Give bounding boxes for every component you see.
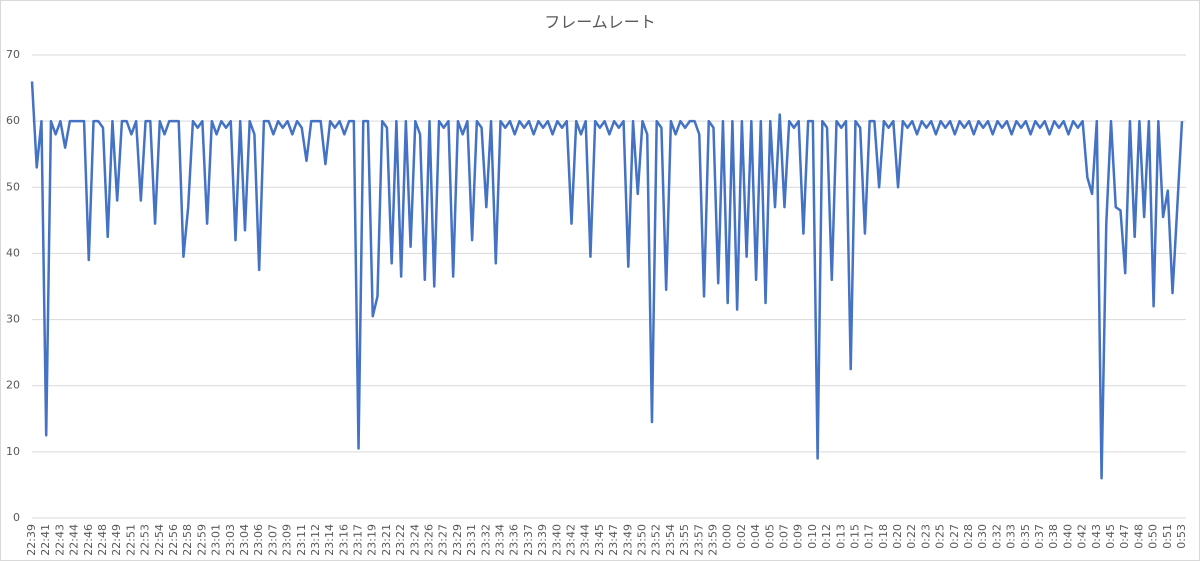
x-tick-label: 0:02 <box>735 524 748 549</box>
x-tick-label: 23:17 <box>352 524 365 556</box>
x-tick-label: 23:37 <box>522 524 535 556</box>
x-tick-label: 22:43 <box>53 524 66 556</box>
x-tick-label: 23:59 <box>706 524 719 556</box>
x-tick-label: 23:09 <box>281 524 294 556</box>
x-tick-label: 23:16 <box>337 524 350 556</box>
x-tick-label: 22:41 <box>39 524 52 556</box>
x-tick-label: 23:11 <box>295 524 308 556</box>
x-tick-label: 22:48 <box>96 524 109 556</box>
x-tick-label: 23:27 <box>437 524 450 556</box>
x-tick-label: 0:27 <box>948 524 961 549</box>
x-tick-label: 23:47 <box>607 524 620 556</box>
x-tick-label: 0:32 <box>990 524 1003 549</box>
x-tick-label: 22:46 <box>82 524 95 556</box>
y-tick-label: 20 <box>6 379 20 392</box>
x-tick-label: 0:35 <box>1019 524 1032 549</box>
y-tick-label: 30 <box>6 313 20 326</box>
x-tick-label: 0:45 <box>1104 524 1117 549</box>
x-tick-label: 23:50 <box>635 524 648 556</box>
x-tick-label: 0:30 <box>976 524 989 549</box>
x-tick-label: 23:19 <box>366 524 379 556</box>
x-tick-label: 22:58 <box>181 524 194 556</box>
x-tick-label: 23:21 <box>380 524 393 556</box>
x-tick-label: 0:09 <box>792 524 805 549</box>
x-tick-label: 22:51 <box>124 524 137 556</box>
x-tick-label: 0:20 <box>891 524 904 549</box>
x-tick-label: 0:37 <box>1033 524 1046 549</box>
x-tick-label: 23:01 <box>210 524 223 556</box>
x-tick-label: 0:07 <box>777 524 790 549</box>
x-tick-label: 0:05 <box>763 524 776 549</box>
x-tick-label: 23:31 <box>465 524 478 556</box>
x-tick-label: 0:51 <box>1161 524 1174 549</box>
x-tick-label: 23:44 <box>579 524 592 556</box>
x-tick-label: 23:26 <box>423 524 436 556</box>
x-tick-label: 0:28 <box>962 524 975 549</box>
x-tick-label: 22:49 <box>110 524 123 556</box>
x-tick-label: 0:12 <box>820 524 833 549</box>
x-tick-label: 23:45 <box>593 524 606 556</box>
x-tick-label: 0:50 <box>1147 524 1160 549</box>
x-tick-label: 0:23 <box>919 524 932 549</box>
x-tick-label: 22:59 <box>195 524 208 556</box>
x-tick-label: 23:32 <box>479 524 492 556</box>
x-tick-label: 23:55 <box>678 524 691 556</box>
x-tick-label: 23:52 <box>650 524 663 556</box>
x-tick-label: 0:15 <box>848 524 861 549</box>
x-tick-label: 0:25 <box>934 524 947 549</box>
x-tick-label: 0:17 <box>863 524 876 549</box>
y-tick-label: 70 <box>6 48 20 61</box>
x-tick-label: 0:18 <box>877 524 890 549</box>
x-tick-label: 22:39 <box>25 524 38 556</box>
y-tick-label: 50 <box>6 180 20 193</box>
x-tick-label: 0:22 <box>905 524 918 549</box>
x-tick-label: 23:36 <box>508 524 521 556</box>
y-tick-label: 10 <box>6 445 20 458</box>
x-tick-label: 0:04 <box>749 524 762 549</box>
x-tick-label: 23:57 <box>692 524 705 556</box>
x-tick-label: 23:40 <box>550 524 563 556</box>
x-tick-label: 23:06 <box>252 524 265 556</box>
x-tick-label: 23:54 <box>664 524 677 556</box>
chart-title: フレームレート <box>544 13 656 32</box>
y-tick-label: 60 <box>6 114 20 127</box>
x-tick-label: 23:29 <box>451 524 464 556</box>
x-tick-label: 23:03 <box>224 524 237 556</box>
x-tick-label: 23:04 <box>238 524 251 556</box>
x-tick-label: 0:53 <box>1175 524 1188 549</box>
x-tick-label: 22:54 <box>153 524 166 556</box>
x-tick-label: 23:42 <box>565 524 578 556</box>
y-tick-label: 40 <box>6 246 20 259</box>
x-tick-label: 22:56 <box>167 524 180 556</box>
x-tick-label: 22:53 <box>139 524 152 556</box>
series-line <box>30 81 1184 480</box>
x-tick-label: 23:12 <box>309 524 322 556</box>
x-tick-label: 0:47 <box>1118 524 1131 549</box>
x-tick-label: 0:33 <box>1005 524 1018 549</box>
x-tick-label: 23:07 <box>266 524 279 556</box>
x-tick-label: 23:49 <box>621 524 634 556</box>
x-tick-label: 23:39 <box>536 524 549 556</box>
x-tick-label: 0:42 <box>1076 524 1089 549</box>
x-tick-label: 0:43 <box>1090 524 1103 549</box>
y-tick-label: 0 <box>13 511 20 524</box>
x-tick-label: 0:38 <box>1047 524 1060 549</box>
x-tick-label: 22:44 <box>68 524 81 556</box>
x-tick-label: 23:22 <box>394 524 407 556</box>
x-tick-label: 0:40 <box>1061 524 1074 549</box>
x-tick-label: 23:14 <box>323 524 336 556</box>
x-tick-label: 23:34 <box>494 524 507 556</box>
x-tick-label: 0:13 <box>834 524 847 549</box>
x-tick-label: 0:48 <box>1132 524 1145 549</box>
x-tick-label: 0:00 <box>721 524 734 549</box>
x-tick-label: 23:24 <box>408 524 421 556</box>
x-tick-label: 0:10 <box>806 524 819 549</box>
